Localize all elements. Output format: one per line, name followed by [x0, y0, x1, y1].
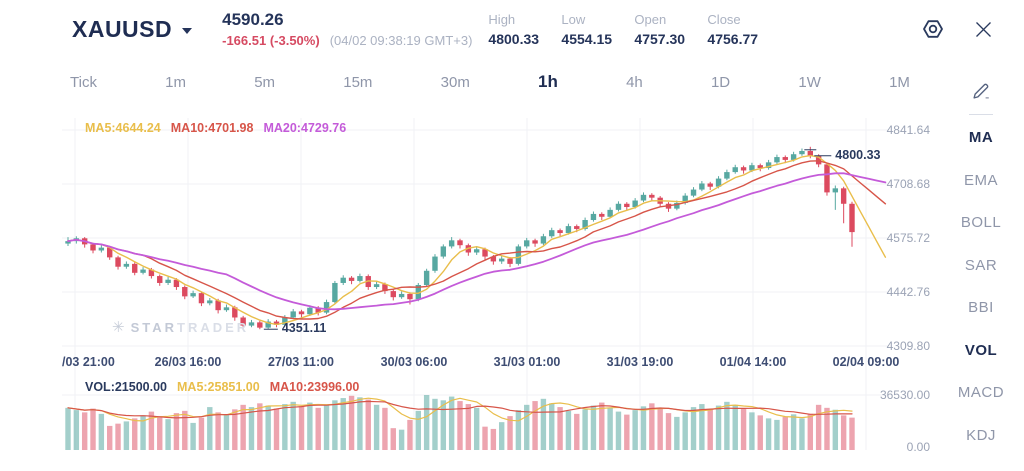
- tab-5m[interactable]: 5m: [254, 73, 276, 91]
- indicator-kdj[interactable]: KDJ: [966, 426, 996, 444]
- close-button[interactable]: [970, 16, 996, 42]
- pencil-icon: [973, 83, 989, 99]
- indicator-sar[interactable]: SAR: [964, 256, 998, 274]
- price-change: -166.51 (-3.50%): [222, 33, 320, 48]
- stat-value: 4757.30: [634, 30, 686, 47]
- tab-1h[interactable]: 1h: [538, 72, 558, 91]
- stat-high: High 4800.33: [488, 12, 544, 47]
- current-price: 4590.26: [222, 10, 284, 29]
- indicator-ma[interactable]: MA: [968, 129, 994, 146]
- tab-1m[interactable]: 1M: [889, 73, 910, 91]
- stat-value: 4554.15: [561, 30, 613, 47]
- symbol-dropdown[interactable]: XAUUSD: [72, 15, 193, 43]
- tab-4h[interactable]: 4h: [626, 73, 643, 91]
- tab-30m[interactable]: 30m: [440, 73, 470, 91]
- ohlc-stats: High 4800.33 Low 4554.15 Open 4757.30 Close 475…: [488, 12, 763, 47]
- stat-value: 4756.77: [707, 30, 759, 47]
- stat-label: High: [488, 11, 516, 27]
- stat-label: Close: [707, 11, 741, 27]
- tab-1d[interactable]: 1D: [710, 73, 731, 91]
- draw-tool-button[interactable]: [968, 80, 994, 106]
- tab-tick[interactable]: Tick: [70, 73, 97, 91]
- stat-close: Close 4756.77: [707, 12, 763, 47]
- stat-low: Low 4554.15: [561, 12, 617, 47]
- settings-button[interactable]: [920, 16, 946, 42]
- sidebar-divider: [969, 114, 993, 115]
- stat-label: Low: [561, 11, 586, 27]
- stat-open: Open 4757.30: [634, 12, 690, 47]
- indicator-bbi[interactable]: BBI: [968, 299, 994, 316]
- tab-1m[interactable]: 1m: [165, 73, 186, 91]
- indicator-boll[interactable]: BOLL: [960, 214, 1002, 231]
- timeframe-tabs: Tick 1m 5m 15m 30m 1h 4h 1D 1W 1M: [70, 62, 910, 102]
- close-icon: [975, 21, 991, 37]
- stat-label: Open: [634, 11, 667, 27]
- stat-value: 4800.33: [488, 30, 540, 47]
- symbol-name: XAUUSD: [72, 15, 173, 42]
- indicator-list: MA EMA BOLL SAR BBI VOL MACD KDJ: [938, 117, 1024, 457]
- header: XAUUSD 4590.26 -166.51 (-3.50%) (04/02 0…: [0, 0, 1024, 58]
- indicator-vol[interactable]: VOL: [964, 341, 998, 359]
- indicator-ema[interactable]: EMA: [963, 171, 998, 189]
- indicator-sidebar: MA EMA BOLL SAR BBI VOL MACD KDJ: [938, 80, 1024, 457]
- price-block: 4590.26 -166.51 (-3.50%) (04/02 09:38:19…: [222, 10, 472, 48]
- tab-15m[interactable]: 15m: [343, 73, 373, 91]
- tab-1w[interactable]: 1W: [798, 73, 821, 91]
- chevron-down-icon: [182, 28, 193, 34]
- indicator-macd[interactable]: MACD: [957, 384, 1005, 401]
- quote-timestamp: (04/02 09:38:19 GMT+3): [329, 33, 473, 48]
- settings-nut-icon: [923, 20, 943, 38]
